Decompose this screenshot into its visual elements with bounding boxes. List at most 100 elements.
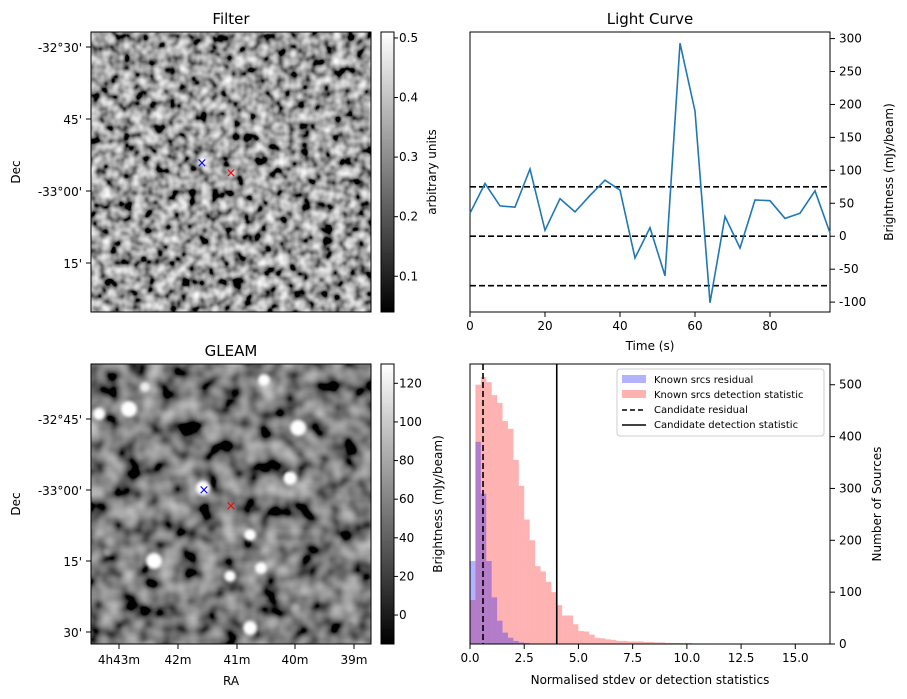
histogram-bar-detection xyxy=(589,634,595,644)
filter-colorbar-label: arbitrary units xyxy=(425,129,439,215)
histogram-bar-residual xyxy=(497,620,503,644)
histogram-bar-detection xyxy=(686,642,693,644)
lightcurve-ytick-label: -100 xyxy=(839,295,866,309)
gleam-source xyxy=(243,621,257,635)
legend-box xyxy=(616,368,825,437)
histogram-legend: Known srcs residual Known srcs detection… xyxy=(616,368,825,437)
gleam-source xyxy=(196,481,210,495)
histogram-bar-detection xyxy=(578,631,584,644)
gleam-xticks: 4h43m 42m 41m 40m 39m xyxy=(98,644,368,667)
gleam-cbar-tick-label: 40 xyxy=(399,531,414,545)
gleam-ylabel: Dec xyxy=(9,492,23,515)
histogram-ytick-label: 100 xyxy=(839,585,862,599)
histogram-bar-residual xyxy=(518,642,525,644)
lightcurve-ylabel: Brightness (mJy/beam) xyxy=(882,103,896,241)
histogram-bar-residual xyxy=(475,441,481,644)
histogram-bar-residual xyxy=(524,642,530,644)
lightcurve-panel: Light Curve 0 20 40 60 80 -100 -50 0 50 … xyxy=(466,10,896,353)
filter-known-marker: × xyxy=(197,156,208,171)
histogram-ytick-label: 400 xyxy=(839,430,862,444)
histogram-xtick-label: 10.0 xyxy=(674,651,701,665)
histogram-bar-detection xyxy=(529,540,536,644)
lightcurve-xtick-label: 80 xyxy=(762,319,777,333)
histogram-bar-detection xyxy=(491,395,498,644)
gleam-cbar-tick-label: 20 xyxy=(399,569,414,583)
histogram-bar-detection xyxy=(545,581,552,644)
histogram-bar-detection xyxy=(659,642,666,644)
filter-cbar-tick-label: 0.5 xyxy=(399,31,418,45)
filter-cbar-tick-label: 0.2 xyxy=(399,210,418,224)
filter-colorbar xyxy=(380,31,395,313)
histogram-ytick-label: 200 xyxy=(839,533,862,547)
filter-ylabel: Dec xyxy=(9,160,23,183)
gleam-source xyxy=(290,420,306,436)
gleam-colorbar-ticks: 0 20 40 60 80 100 120 xyxy=(394,376,422,622)
histogram-bar-residual xyxy=(480,493,487,644)
histogram-bar-detection xyxy=(535,566,541,644)
histogram-bar-detection xyxy=(681,642,687,644)
gleam-ytick-label: -33°00' xyxy=(38,484,82,498)
gleam-sources xyxy=(93,374,353,635)
gleam-source xyxy=(244,529,256,541)
lightcurve-ytick-label: -50 xyxy=(839,262,859,276)
histogram-bar-detection xyxy=(507,428,514,644)
legend-label: Candidate residual xyxy=(654,405,748,416)
lightcurve-ytick-label: 50 xyxy=(839,196,854,210)
histogram-bar-detection xyxy=(470,599,476,644)
lightcurve-xtick-label: 20 xyxy=(537,319,552,333)
histogram-xtick-label: 15.0 xyxy=(782,651,809,665)
histogram-bar-detection xyxy=(638,641,644,644)
histogram-bar-detection xyxy=(513,459,519,644)
filter-candidate-marker: × xyxy=(226,166,237,181)
histogram-bar-residual xyxy=(507,637,514,644)
filter-noise xyxy=(91,32,371,312)
gleam-colorbar xyxy=(380,363,395,645)
filter-cbar-tick-label: 0.1 xyxy=(399,269,418,283)
filter-cbar-tick-label: 0.4 xyxy=(399,91,418,105)
histogram-bar-detection xyxy=(475,384,481,644)
gleam-xtick-label: 39m xyxy=(341,653,368,667)
histogram-bar-detection xyxy=(540,571,546,644)
histogram-bar-detection xyxy=(676,642,682,644)
lightcurve-ytick-label: 300 xyxy=(839,32,862,46)
gleam-source xyxy=(258,374,270,386)
legend-label: Known srcs residual xyxy=(654,375,753,386)
gleam-xtick-label: 4h43m xyxy=(98,653,140,667)
histogram-xlabel: Normalised stdev or detection statistics xyxy=(531,673,770,687)
histogram-bar-detection xyxy=(502,421,508,644)
lightcurve-ytick-label: 250 xyxy=(839,65,862,79)
histogram-bar-detection xyxy=(573,624,579,644)
histogram-bar-detection xyxy=(610,639,617,644)
histogram-bar-residual xyxy=(491,597,498,644)
gleam-source xyxy=(93,408,105,420)
gleam-cbar-tick-label: 120 xyxy=(399,376,422,390)
gleam-source xyxy=(336,493,344,501)
histogram-bar-detection xyxy=(648,641,655,644)
histogram-bar-detection xyxy=(627,641,633,644)
histogram-xticks: 0.0 2.5 5.0 7.5 10.0 12.5 15.0 xyxy=(460,644,809,665)
lightcurve-ytick-label: 150 xyxy=(839,130,862,144)
gleam-source xyxy=(283,471,297,485)
lightcurve-xlabel: Time (s) xyxy=(625,339,675,353)
histogram-bar-detection xyxy=(583,631,590,644)
lightcurve-ytick-label: 200 xyxy=(839,97,862,111)
legend-swatch-detection xyxy=(622,390,646,398)
histogram-panel: Known srcs residual Known srcs detection… xyxy=(460,363,884,687)
histogram-bar-detection xyxy=(551,592,557,644)
legend-swatch-residual xyxy=(622,375,646,383)
histogram-bar-detection xyxy=(665,642,671,644)
histogram-bar-detection xyxy=(594,637,601,644)
histogram-xtick-label: 2.5 xyxy=(515,651,534,665)
gleam-ytick-label: 30' xyxy=(63,626,82,640)
histogram-bar-residual xyxy=(502,632,508,644)
histogram-bar-detection xyxy=(486,382,492,644)
gleam-source xyxy=(255,562,267,574)
histogram-bar-detection xyxy=(616,640,622,644)
lightcurve-yticks: -100 -50 0 50 100 150 200 250 300 xyxy=(830,32,866,309)
lightcurve-title: Light Curve xyxy=(607,10,693,28)
lightcurve-xticks: 0 20 40 60 80 xyxy=(466,312,778,333)
lightcurve-xtick-label: 40 xyxy=(612,319,627,333)
histogram-xtick-label: 0.0 xyxy=(460,651,479,665)
lightcurve-series-line xyxy=(469,43,831,303)
gleam-noise xyxy=(91,364,371,644)
